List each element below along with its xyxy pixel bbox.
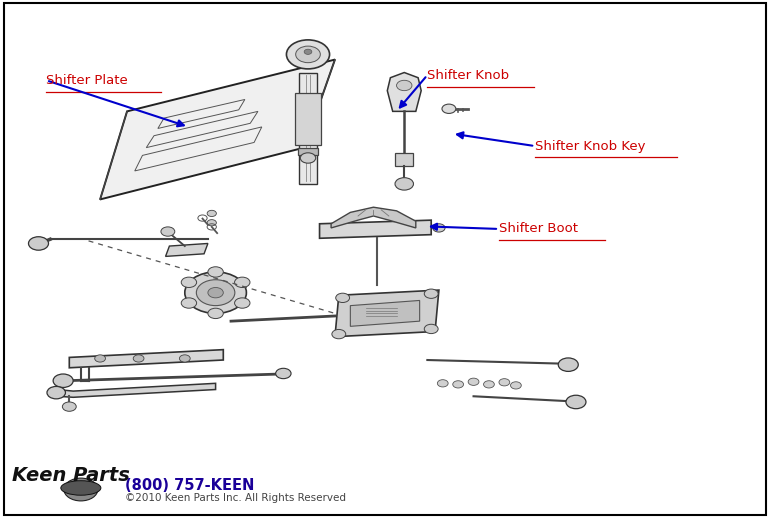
Circle shape xyxy=(208,308,223,319)
Circle shape xyxy=(437,380,448,387)
Polygon shape xyxy=(335,290,439,337)
Circle shape xyxy=(133,355,144,362)
Circle shape xyxy=(28,237,49,250)
Circle shape xyxy=(397,80,412,91)
Polygon shape xyxy=(395,153,413,166)
Circle shape xyxy=(207,210,216,217)
Polygon shape xyxy=(100,60,335,199)
Circle shape xyxy=(235,298,250,308)
Circle shape xyxy=(484,381,494,388)
Circle shape xyxy=(181,298,196,308)
Circle shape xyxy=(95,355,105,362)
Circle shape xyxy=(196,280,235,306)
Polygon shape xyxy=(69,350,223,368)
Polygon shape xyxy=(350,300,420,326)
Circle shape xyxy=(53,374,73,387)
Text: ©2010 Keen Parts Inc. All Rights Reserved: ©2010 Keen Parts Inc. All Rights Reserve… xyxy=(125,493,346,503)
Circle shape xyxy=(424,289,438,298)
Polygon shape xyxy=(166,243,208,256)
Polygon shape xyxy=(299,73,317,184)
Circle shape xyxy=(332,329,346,339)
Circle shape xyxy=(208,267,223,277)
Circle shape xyxy=(161,227,175,236)
Ellipse shape xyxy=(61,481,101,495)
Polygon shape xyxy=(298,148,318,155)
Circle shape xyxy=(296,46,320,63)
Circle shape xyxy=(336,293,350,303)
Text: Shifter Plate: Shifter Plate xyxy=(46,74,128,87)
Circle shape xyxy=(558,358,578,371)
Circle shape xyxy=(566,395,586,409)
Circle shape xyxy=(276,368,291,379)
Circle shape xyxy=(453,381,464,388)
Circle shape xyxy=(179,355,190,362)
Circle shape xyxy=(433,224,445,232)
Circle shape xyxy=(499,379,510,386)
Circle shape xyxy=(47,386,65,399)
Polygon shape xyxy=(58,383,216,397)
Circle shape xyxy=(300,153,316,163)
Circle shape xyxy=(64,478,98,501)
Circle shape xyxy=(468,378,479,385)
Circle shape xyxy=(511,382,521,389)
Text: Keen Parts: Keen Parts xyxy=(12,466,129,485)
Polygon shape xyxy=(320,220,431,238)
Circle shape xyxy=(442,104,456,113)
Circle shape xyxy=(208,287,223,298)
Polygon shape xyxy=(331,207,416,228)
Text: Shifter Knob Key: Shifter Knob Key xyxy=(535,139,646,153)
Circle shape xyxy=(304,49,312,54)
Circle shape xyxy=(424,324,438,334)
Circle shape xyxy=(207,220,216,226)
Circle shape xyxy=(181,277,196,287)
Polygon shape xyxy=(295,93,321,145)
Text: Shifter Boot: Shifter Boot xyxy=(499,222,578,236)
Polygon shape xyxy=(387,73,421,111)
Text: (800) 757-KEEN: (800) 757-KEEN xyxy=(125,478,254,493)
Text: Shifter Knob: Shifter Knob xyxy=(427,68,510,82)
Circle shape xyxy=(185,272,246,313)
Circle shape xyxy=(395,178,413,190)
Circle shape xyxy=(62,402,76,411)
Circle shape xyxy=(235,277,250,287)
Circle shape xyxy=(286,40,330,69)
